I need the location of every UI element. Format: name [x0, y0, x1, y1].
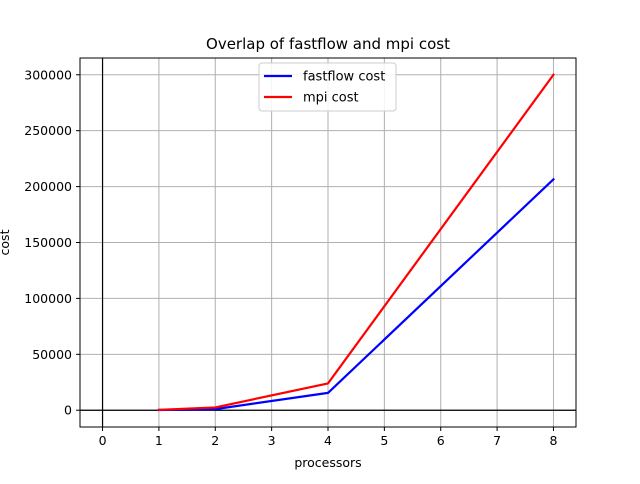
legend-label-2: mpi cost [303, 91, 359, 106]
ticks: 0 1 2 3 4 5 6 7 8 0 50000 100000 150000 200000 250000 3… [24, 67, 557, 448]
x-tick-label: 2 [211, 433, 219, 448]
y-axis-label: cost [0, 229, 12, 255]
x-tick-label: 1 [155, 433, 163, 448]
x-tick-label: 3 [268, 433, 276, 448]
y-tick-label: 100000 [24, 291, 72, 306]
x-tick-label: 4 [324, 433, 332, 448]
chart-title: Overlap of fastflow and mpi cost [206, 35, 450, 53]
x-tick-label: 0 [99, 433, 107, 448]
y-tick-label: 200000 [24, 179, 72, 194]
x-axis-label: processors [294, 455, 361, 470]
x-tick-label: 5 [380, 433, 388, 448]
x-tick-label: 7 [493, 433, 501, 448]
y-tick-label: 50000 [32, 347, 72, 362]
x-tick-label: 8 [549, 433, 557, 448]
y-tick-label: 300000 [24, 67, 72, 82]
series-line-2 [157, 73, 555, 412]
legend-box [258, 62, 397, 112]
y-tick-label: 0 [64, 403, 72, 418]
y-tick-label: 250000 [24, 123, 72, 138]
legend-label-1: fastflow cost [303, 70, 385, 85]
y-tick-label: 150000 [24, 235, 72, 250]
legend: fastflow cost mpi cost [258, 62, 397, 112]
x-tick-label: 6 [437, 433, 445, 448]
series-lines [157, 73, 556, 412]
